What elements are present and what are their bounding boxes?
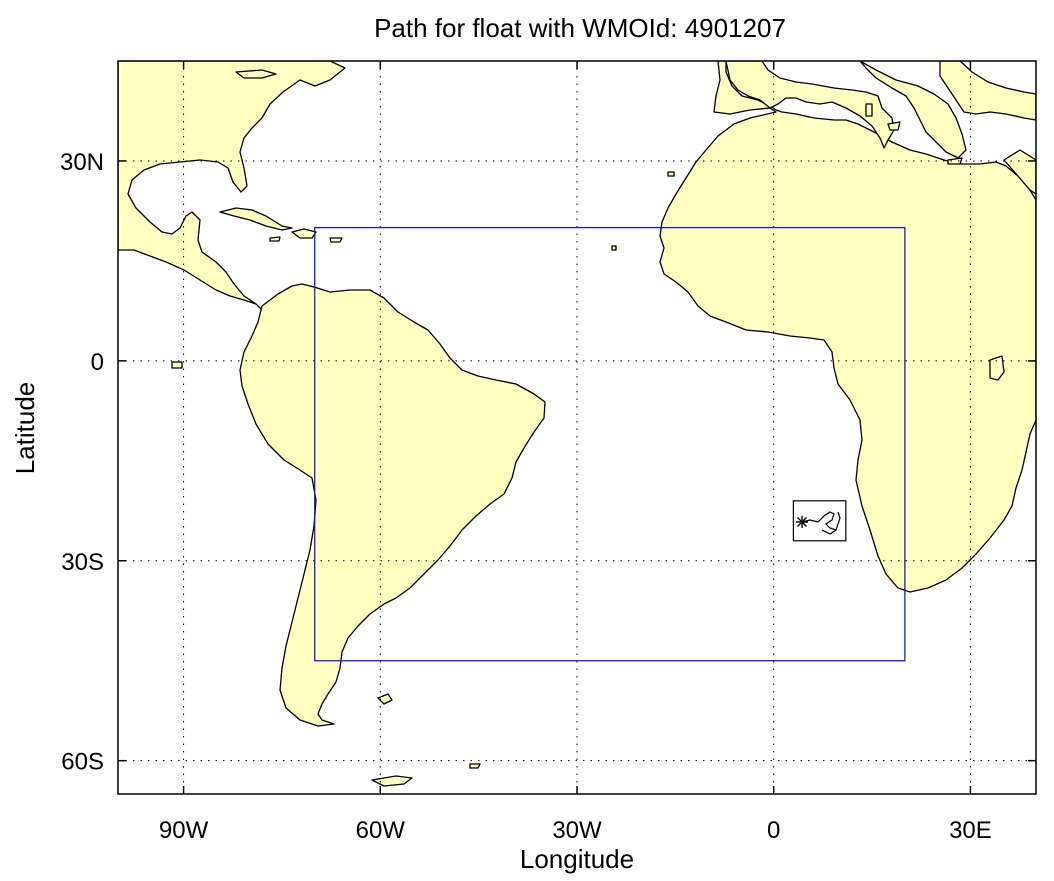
sicily-island bbox=[887, 121, 901, 131]
hispaniola-island bbox=[291, 228, 317, 239]
europe-landmass bbox=[725, 61, 1036, 159]
x-tick-label: 90W bbox=[159, 817, 209, 844]
canary-islands bbox=[667, 171, 675, 177]
africa-landmass bbox=[659, 61, 1036, 593]
y-tick-label: 30S bbox=[61, 549, 104, 576]
x-axis-label: Longitude bbox=[520, 844, 634, 874]
x-axis-ticks: 90W 60W 30W 0 30E bbox=[159, 61, 992, 844]
float-trajectory bbox=[801, 511, 841, 535]
float-region-box bbox=[314, 226, 906, 662]
south-georgia-island bbox=[469, 763, 481, 769]
y-tick-label: 30N bbox=[60, 149, 104, 176]
antarctic-peninsula-islands bbox=[371, 775, 413, 787]
falklands-island bbox=[377, 693, 393, 705]
sardinia-island bbox=[865, 103, 873, 117]
galapagos-islands bbox=[171, 361, 183, 369]
puerto-rico-island bbox=[329, 237, 343, 243]
madagascar-island bbox=[989, 355, 1005, 381]
great-lakes bbox=[235, 69, 277, 79]
north-america-landmass bbox=[118, 61, 346, 311]
cape-verde-islands bbox=[611, 245, 617, 251]
jamaica-island bbox=[269, 236, 281, 242]
land-masses bbox=[118, 61, 1036, 787]
float-start-asterisk-icon bbox=[796, 516, 808, 528]
x-tick-label: 30E bbox=[949, 817, 992, 844]
map-title: Path for float with WMOId: 4901207 bbox=[374, 13, 786, 43]
x-tick-label: 30W bbox=[552, 817, 602, 844]
asterisk-stroke bbox=[797, 517, 807, 527]
cuba-island bbox=[219, 207, 293, 231]
x-tick-label: 60W bbox=[356, 817, 406, 844]
y-tick-label: 0 bbox=[91, 349, 104, 376]
y-tick-label: 60S bbox=[61, 749, 104, 776]
graticule-grid bbox=[118, 61, 1036, 794]
float-path-inset bbox=[792, 500, 847, 542]
south-america-landmass bbox=[239, 283, 546, 727]
y-axis-label: Latitude bbox=[10, 382, 40, 475]
y-axis-ticks: 30N 0 30S 60S bbox=[60, 149, 1036, 776]
x-tick-label: 0 bbox=[767, 817, 780, 844]
crete-island bbox=[947, 157, 963, 165]
